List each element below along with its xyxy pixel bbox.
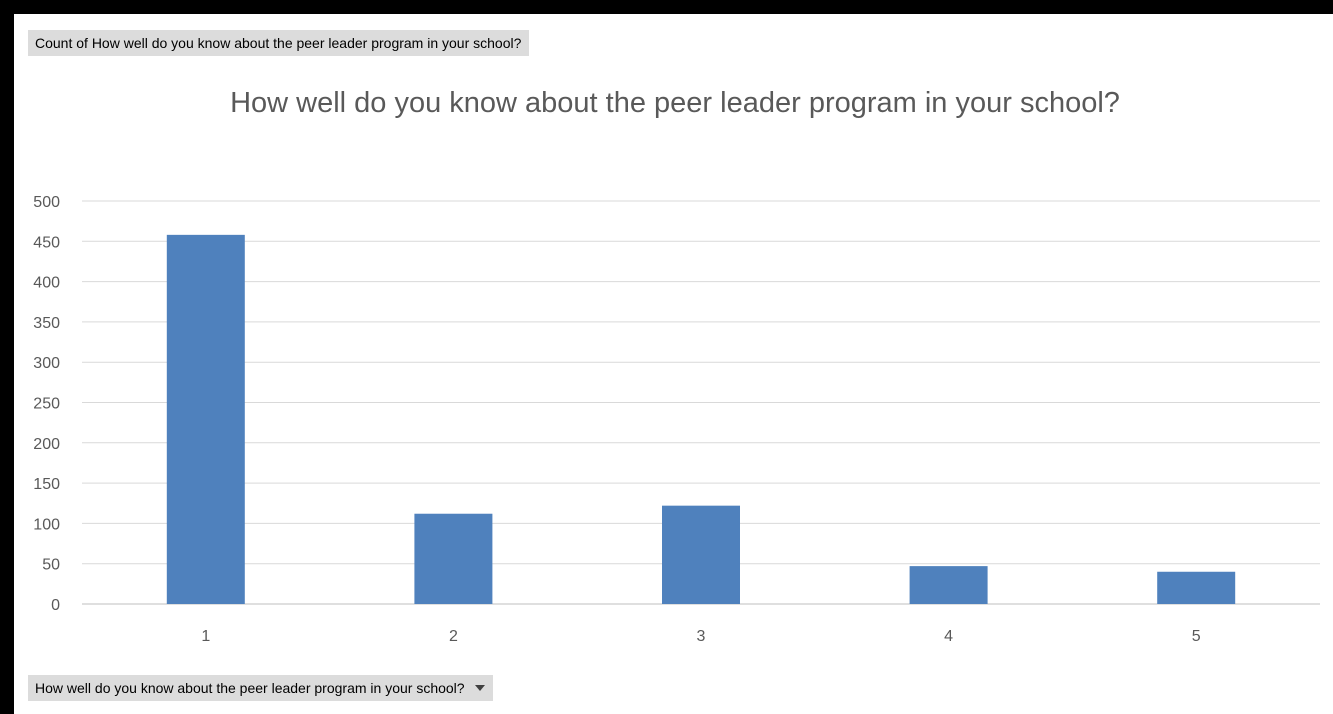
bars xyxy=(166,234,1236,605)
y-tick-label: 300 xyxy=(33,355,60,372)
x-tick-label: 3 xyxy=(697,628,706,645)
y-tick-label: 200 xyxy=(33,436,60,453)
axis-field-button[interactable]: How well do you know about the peer lead… xyxy=(28,675,493,701)
chart-title: How well do you know about the peer lead… xyxy=(230,87,1120,119)
x-tick-label: 1 xyxy=(201,628,210,645)
y-tick-label: 100 xyxy=(33,516,60,533)
y-tick-label: 400 xyxy=(33,275,60,292)
x-tick-label: 5 xyxy=(1192,628,1201,645)
chevron-down-icon[interactable] xyxy=(474,685,485,692)
bar-4 xyxy=(909,566,988,604)
x-axis-tick-labels: 1 2 3 4 5 xyxy=(201,628,1200,645)
bar-1 xyxy=(166,234,245,605)
value-field-button[interactable]: Count of How well do you know about the … xyxy=(28,30,530,56)
bar-3 xyxy=(662,505,740,604)
x-tick-label: 2 xyxy=(449,628,458,645)
y-tick-label: 0 xyxy=(51,597,60,614)
y-axis-tick-labels: 0 50 100 150 200 250 300 350 400 450 500 xyxy=(33,194,60,614)
bar-5 xyxy=(1157,571,1236,604)
y-tick-label: 150 xyxy=(33,476,60,493)
y-tick-label: 250 xyxy=(33,396,60,413)
bar-2 xyxy=(414,513,493,604)
y-tick-label: 350 xyxy=(33,315,60,332)
axis-field-label: How well do you know about the peer lead… xyxy=(35,680,465,696)
y-tick-label: 500 xyxy=(33,194,60,211)
x-tick-label: 4 xyxy=(944,628,953,645)
value-field-label: Count of How well do you know about the … xyxy=(35,35,522,51)
y-tick-label: 50 xyxy=(42,557,60,574)
y-tick-label: 450 xyxy=(33,234,60,251)
